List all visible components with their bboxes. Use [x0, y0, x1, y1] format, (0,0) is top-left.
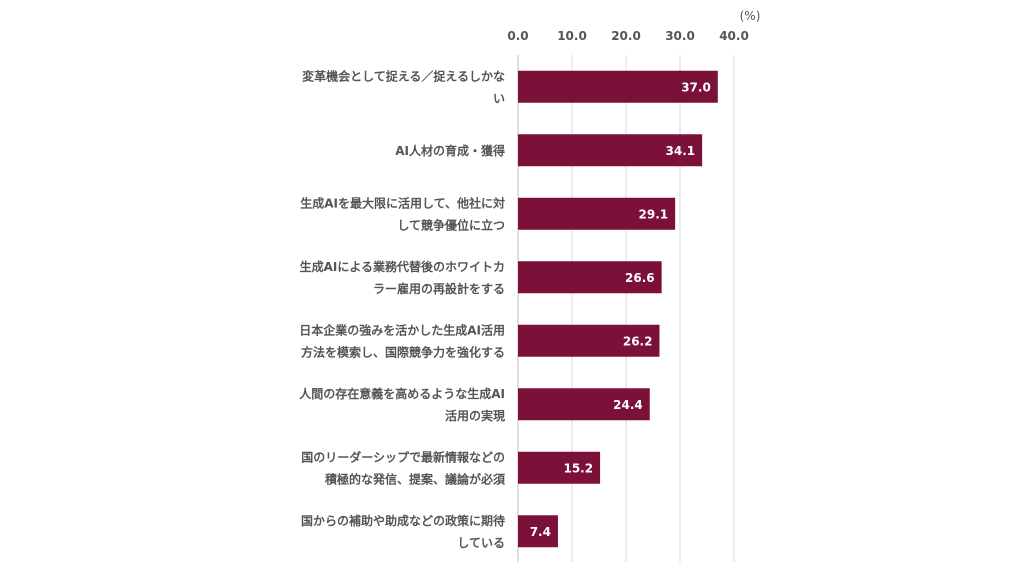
category-label: い [493, 91, 505, 105]
bar [518, 134, 703, 167]
bar [518, 451, 601, 484]
x-axis-ticks: 0.0 10.0 20.0 30.0 40.0 [507, 29, 748, 43]
bars: 37.0 34.1 29.1 26.6 26.2 24.4 15.2 7.4 [518, 70, 718, 548]
category-label: 変革機会として捉える／捉えるしかな [302, 68, 505, 83]
x-tick-label: 10.0 [557, 29, 587, 43]
category-label: 国からの補助や助成などの政策に期待 [301, 513, 505, 528]
bar [518, 261, 662, 294]
category-label: 活用の実現 [445, 408, 505, 423]
bar [518, 197, 676, 230]
bar [518, 70, 718, 103]
category-label: 生成AIによる業務代替後のホワイトカ [300, 259, 505, 274]
category-label: 生成AIを最大限に活用して、他社に対 [300, 195, 505, 210]
category-label: ラー雇用の再設計をする [373, 281, 505, 296]
category-label: 日本企業の強みを活かした生成AI活用 [299, 322, 505, 337]
bar [518, 388, 650, 421]
category-label: AI人材の育成・獲得 [395, 143, 505, 158]
bar-value-label: 37.0 [681, 80, 711, 94]
category-label: 国のリーダーシップで最新情報などの [301, 449, 505, 464]
bar [518, 515, 558, 548]
bar-value-label: 26.6 [625, 271, 655, 285]
bar-value-label: 7.4 [530, 525, 551, 539]
bar-value-label: 24.4 [613, 398, 643, 412]
category-label: 方法を模索し、国際競争力を強化する [301, 344, 505, 359]
bar-value-label: 26.2 [623, 334, 653, 348]
x-tick-label: 30.0 [665, 29, 695, 43]
category-label: している [457, 536, 505, 550]
category-label: 人間の存在意義を高めるような生成AI [299, 386, 505, 401]
bar [518, 324, 660, 357]
unit-label: (%) [740, 9, 761, 23]
category-label: して競争優位に立つ [397, 217, 505, 232]
x-tick-label: 20.0 [611, 29, 641, 43]
bar-value-label: 29.1 [639, 207, 669, 221]
bar-value-label: 34.1 [666, 144, 696, 158]
x-tick-label: 0.0 [507, 29, 528, 43]
category-label: 積極的な発信、提案、議論が必須 [324, 471, 506, 486]
gridlines [517, 55, 735, 562]
bar-value-label: 15.2 [563, 461, 593, 475]
x-tick-label: 40.0 [719, 29, 749, 43]
